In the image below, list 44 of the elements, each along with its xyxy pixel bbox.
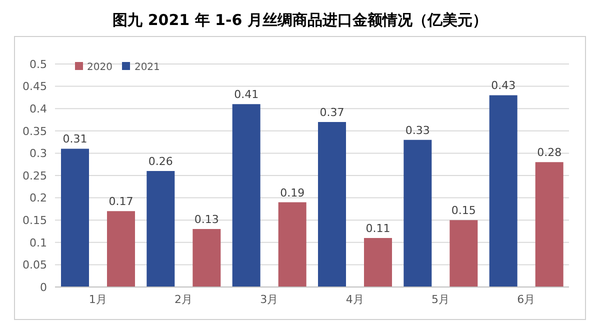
bar [278, 202, 306, 287]
y-tick-label: 0.5 [30, 58, 47, 71]
bar [535, 162, 564, 287]
bar [489, 95, 518, 287]
y-tick-label: 0.4 [30, 102, 47, 116]
x-tick-label: 1月 [88, 292, 107, 306]
y-tick-label: 0.45 [22, 80, 47, 94]
x-tick-label: 6月 [517, 292, 536, 306]
y-tick-label: 0 [40, 280, 47, 294]
y-tick-label: 0.3 [30, 147, 47, 160]
data-label: 0.31 [62, 132, 88, 146]
bar [146, 171, 175, 287]
x-tick-label: 2月 [174, 292, 192, 306]
x-tick-label: 3月 [260, 292, 278, 306]
y-tick-label: 0.2 [30, 192, 47, 205]
data-label: 0.37 [320, 106, 344, 119]
bar [107, 211, 135, 287]
bar [364, 238, 392, 287]
bar [450, 220, 478, 287]
data-label: 0.17 [108, 195, 134, 208]
x-tick-label: 5月 [432, 292, 450, 306]
bar [61, 148, 89, 287]
data-label: 0.11 [366, 222, 390, 235]
bar [192, 229, 221, 287]
legend-label: 2021 [134, 62, 160, 73]
y-tick-label: 0.1 [30, 236, 47, 250]
bar [404, 140, 432, 287]
data-label: 0.26 [148, 155, 173, 168]
data-label: 0.28 [537, 146, 562, 160]
bar [232, 104, 260, 287]
data-label: 0.41 [234, 88, 259, 102]
data-label: 0.43 [491, 79, 516, 92]
data-label: 0.33 [405, 124, 430, 137]
y-tick-label: 0.35 [22, 124, 47, 138]
chart-title: 图九 2021 年 1-6 月丝绸商品进口金额情况（亿美元） [112, 10, 488, 31]
legend-label: 2020 [87, 62, 112, 73]
bar [318, 122, 346, 287]
data-label: 0.19 [280, 186, 305, 200]
data-label: 0.13 [194, 213, 219, 226]
x-tick-label: 4月 [346, 292, 364, 306]
y-tick-label: 0.15 [22, 214, 47, 228]
y-tick-label: 0.25 [22, 169, 47, 182]
y-tick-label: 0.05 [22, 258, 47, 272]
data-label: 0.15 [451, 204, 476, 218]
